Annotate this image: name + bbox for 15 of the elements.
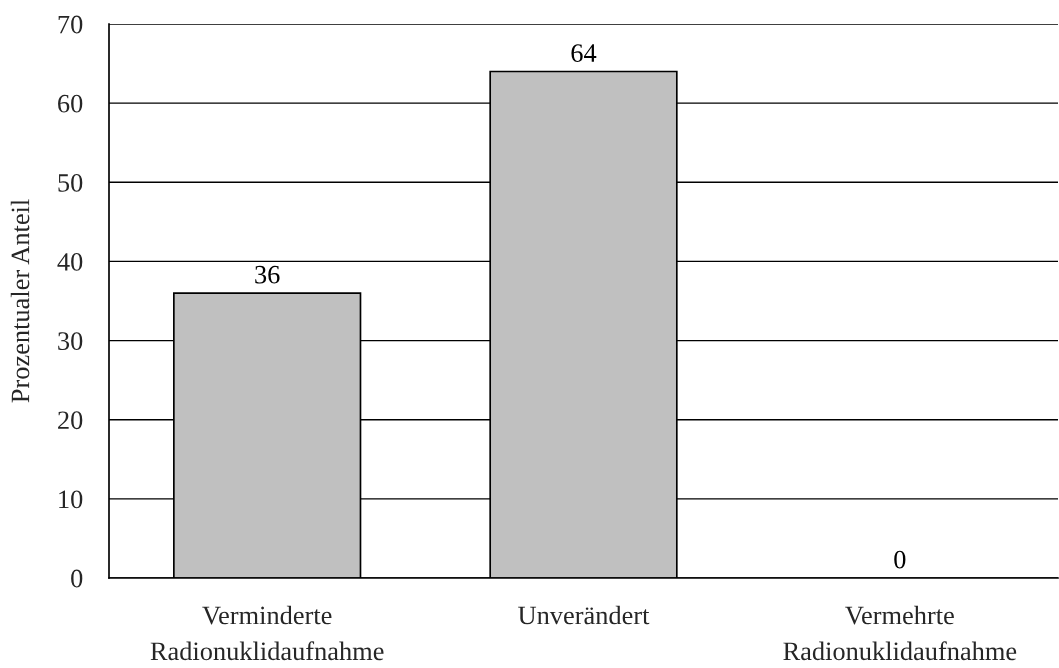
- x-tick-label: Verminderte Radionuklidaufnahme: [150, 605, 384, 661]
- data-label: 36: [255, 265, 280, 284]
- y-tick-label: 0: [71, 569, 83, 588]
- y-tick-label: 70: [58, 15, 83, 34]
- data-label: 0: [894, 550, 906, 569]
- y-tick-label: 60: [58, 94, 83, 113]
- x-tick-label: Vermehrte Radionuklidaufnahme: [783, 605, 1017, 661]
- y-tick-label: 50: [58, 173, 83, 192]
- y-tick-label: 30: [58, 332, 83, 350]
- y-tick-label: 10: [59, 490, 83, 509]
- y-tick-label: 20: [58, 411, 83, 430]
- y-tick-label: 40: [57, 253, 83, 271]
- data-label: 64: [571, 44, 597, 62]
- x-tick-label: Unverändert: [518, 605, 650, 625]
- y-axis-title: Prozentualer Anteil: [10, 199, 30, 403]
